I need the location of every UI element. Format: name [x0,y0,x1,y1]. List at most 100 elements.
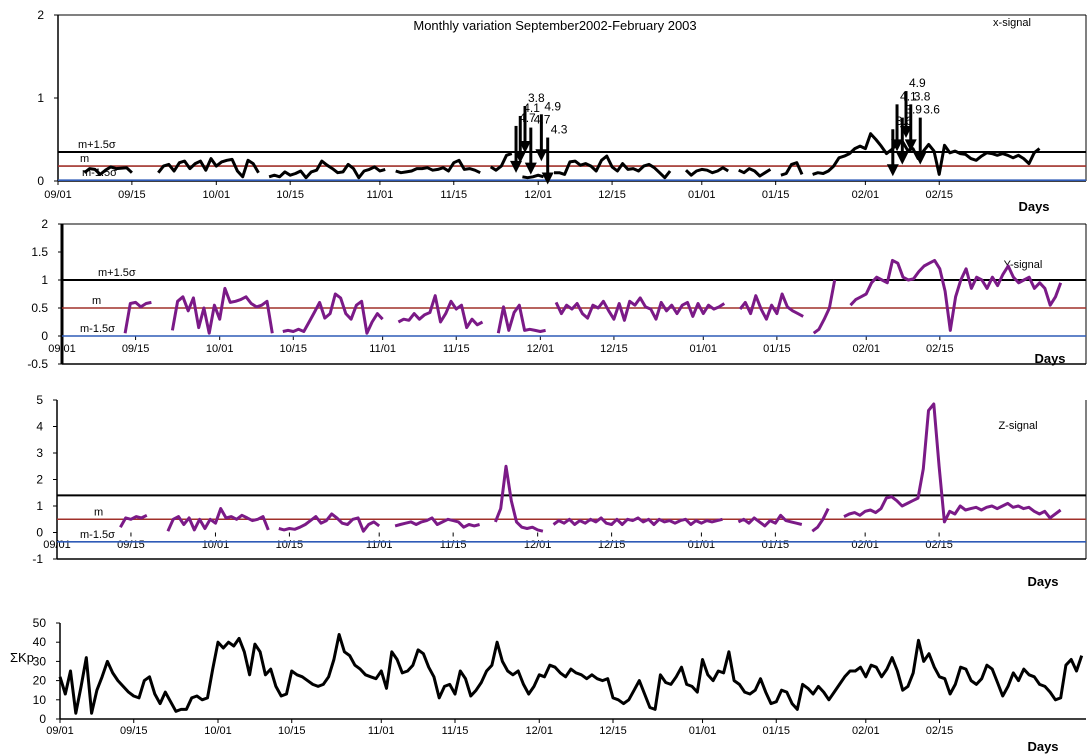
y-tick-label: 1.5 [31,245,48,259]
x-axis-label: Days [1018,199,1049,214]
y-tick-label: -1 [32,552,43,566]
annotation-label: 3.8 [528,91,545,105]
reference-line-label: m-1.5σ [80,323,115,335]
x-tick-label: 11/01 [369,343,396,355]
x-tick-label: 11/01 [368,725,395,737]
series-line [522,173,544,180]
x-signal-chart: Monthly variation September2002-February… [37,8,1087,214]
annotation-label: 4.9 [909,76,926,90]
series-line [496,303,546,334]
annotation-arrowhead [886,164,899,177]
x-tick-label: 01/01 [688,189,716,201]
annotation-label: 3.8 [914,89,931,103]
y-tick-label: 0 [39,712,46,726]
y-tick-label: 10 [33,693,47,707]
y-tick-label: 4 [36,420,43,434]
series-line [849,258,1063,332]
series-line [737,513,803,528]
series-line [812,132,1041,176]
x-tick-label: 02/15 [925,189,953,201]
series-line [170,286,274,335]
x-tick-label: 02/01 [851,539,879,551]
series-line [268,159,386,180]
x-tick-label: 09/15 [117,539,145,551]
series-line [58,633,1084,715]
series-line [738,167,772,178]
panel-label-x-signal: x-signal [993,17,1031,29]
x-tick-label: 11/15 [442,725,469,737]
y-tick-label: 5 [36,393,43,407]
series-line [83,165,133,176]
x-tick-label: 01/01 [690,343,718,355]
x-tick-label: 11/15 [443,343,470,355]
annotation-arrowhead [510,160,523,173]
series-line [395,158,481,175]
x-tick-label: 01/15 [762,539,790,551]
series-line [554,154,672,180]
series-line [738,292,804,321]
x-tick-label: 01/15 [763,343,791,355]
annotation-arrowhead [519,141,532,153]
x-tick-label: 01/01 [688,539,716,551]
x-tick-label: 10/01 [202,539,230,551]
x-tick-label: 10/15 [280,343,308,355]
x-axis-label: Days [1027,574,1058,589]
x-tick-label: 02/15 [925,539,953,551]
annotation-arrowhead [535,149,548,162]
x-tick-label: 09/15 [122,343,150,355]
annotation-arrowhead [524,162,537,175]
series-line [397,294,484,330]
y-tick-label: 0 [37,174,44,188]
x-tick-label: 11/01 [367,189,394,201]
annotation-label: 4.9 [544,99,561,113]
series-line [811,507,830,533]
x-axis-label: Days [1027,739,1058,754]
y-tick-label: 1 [36,499,43,513]
series-line [123,300,152,334]
x-tick-label: 10/01 [206,343,234,355]
annotation-arrowhead [541,172,554,185]
x-tick-label: 10/15 [276,189,304,201]
x-tick-label: 01/15 [763,725,791,737]
x-tick-label: 01/15 [762,189,790,201]
series-line [552,516,723,526]
x-tick-label: 12/15 [599,725,627,737]
y-tick-label: 2 [37,8,44,22]
x-tick-label: 12/01 [526,725,554,737]
annotation-arrowhead [914,152,927,165]
y-tick-label: -0.5 [27,357,48,371]
annotation-label: 3.6 [896,114,913,128]
reference-line-label: m-1.5σ [80,529,115,541]
chart-title: Monthly variation September2002-February… [413,18,696,33]
y-tick-label: 1 [41,273,48,287]
y-tick-label: 50 [33,616,47,630]
series-line [812,279,837,335]
annotation-label: 4.1 [900,89,917,103]
series-line [684,166,729,177]
x-tick-label: 01/01 [689,725,717,737]
x-tick-label: 02/01 [852,343,880,355]
reference-line-label: m+1.5σ [98,267,136,279]
x-tick-label: 02/01 [852,725,880,737]
y-tick-label: 30 [33,654,47,668]
x-tick-label: 11/15 [440,189,467,201]
x-tick-label: 02/15 [926,343,954,355]
x-tick-label: 11/15 [440,539,467,551]
annotation-label: 3.9 [905,103,922,117]
x-tick-label: 10/15 [276,539,304,551]
x-axis-label: Days [1034,351,1065,366]
x-tick-label: 10/01 [204,725,232,737]
annotation-arrowhead [896,152,909,165]
x-tick-label: 09/01 [43,539,71,551]
annotation-label: 4.7 [519,111,536,125]
x-tick-label: 09/01 [44,189,72,201]
series-line [494,464,544,533]
sum-kp-chart: ΣKp Days 0 10 20 30 40 50 09/01 09/15 10/01 10/15… [10,616,1086,754]
y-tick-label: 0 [41,329,48,343]
x-tick-label: 10/15 [278,725,306,737]
reference-line-label: m+1.5σ [78,139,116,151]
x-tick-label: 12/01 [524,189,552,201]
panel-label-y-signal: Y-signal [1004,259,1043,271]
z-signal-chart: Z-signal Days -1 0 1 2 3 4 5 09/01 09/15 10/01 10/… [32,393,1087,589]
